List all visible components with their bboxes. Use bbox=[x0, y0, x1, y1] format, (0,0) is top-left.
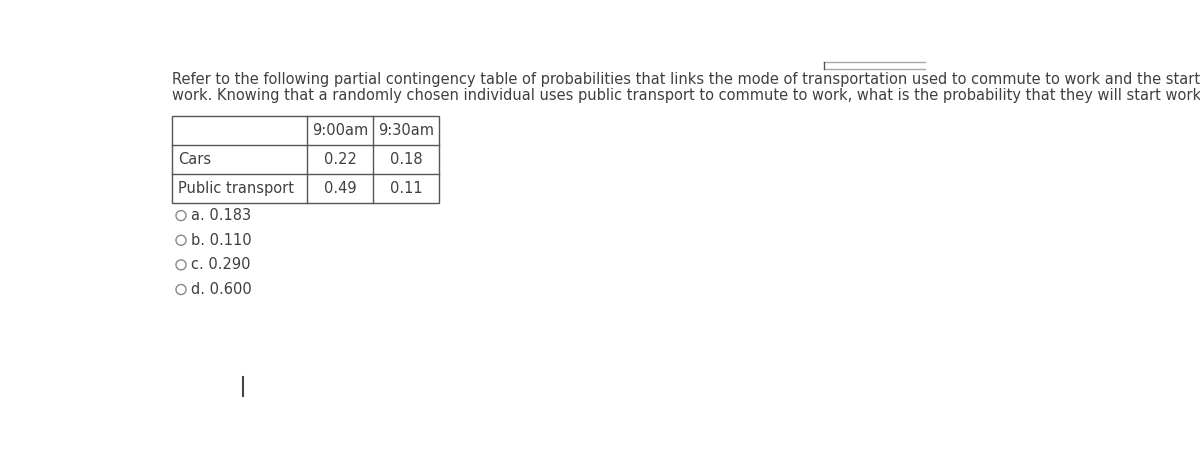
Text: c. 0.290: c. 0.290 bbox=[191, 257, 250, 273]
Text: Cars: Cars bbox=[178, 152, 211, 167]
Text: 0.11: 0.11 bbox=[390, 181, 422, 196]
Text: Refer to the following partial contingency table of probabilities that links the: Refer to the following partial contingen… bbox=[172, 73, 1200, 87]
Text: a. 0.183: a. 0.183 bbox=[191, 208, 251, 223]
Text: 0.18: 0.18 bbox=[390, 152, 422, 167]
Text: work. Knowing that a randomly chosen individual uses public transport to commute: work. Knowing that a randomly chosen ind… bbox=[172, 88, 1200, 103]
Text: 9:00am: 9:00am bbox=[312, 122, 368, 138]
Text: b. 0.110: b. 0.110 bbox=[191, 233, 251, 248]
Bar bbox=[172, 116, 439, 203]
Text: d. 0.600: d. 0.600 bbox=[191, 282, 252, 297]
Text: Public transport: Public transport bbox=[178, 181, 294, 196]
Text: 0.49: 0.49 bbox=[324, 181, 356, 196]
Text: 9:30am: 9:30am bbox=[378, 122, 434, 138]
Text: 0.22: 0.22 bbox=[324, 152, 356, 167]
